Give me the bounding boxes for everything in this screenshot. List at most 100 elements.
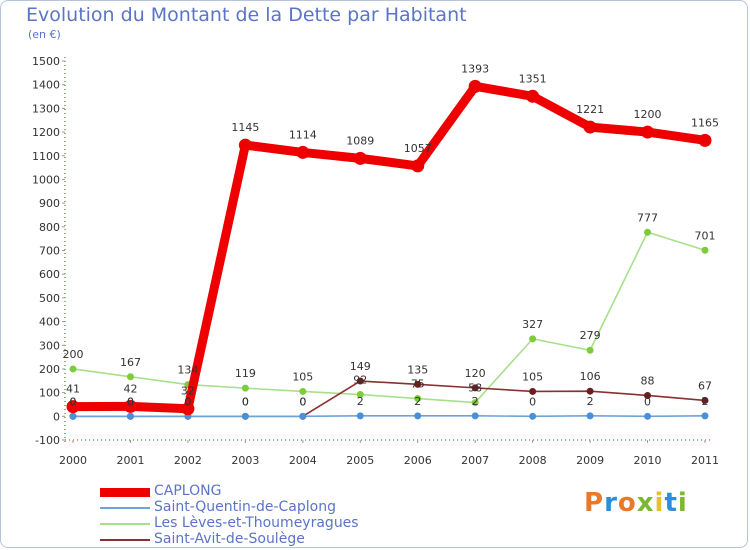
y-tick-label: 1500 bbox=[32, 55, 60, 68]
logo-letter: o bbox=[617, 488, 637, 518]
logo-letter: P bbox=[584, 488, 605, 518]
legend-swatch bbox=[100, 488, 150, 497]
logo-letter: i bbox=[677, 488, 688, 518]
y-tick-label: 500 bbox=[39, 292, 60, 305]
chart-title: Evolution du Montant de la Dette par Hab… bbox=[26, 4, 467, 26]
series-point-2 bbox=[241, 384, 249, 392]
data-label-series-1: 0 bbox=[127, 395, 134, 408]
series-point-1 bbox=[69, 412, 77, 420]
data-label-series-2: 167 bbox=[120, 356, 141, 369]
series-point-1 bbox=[414, 412, 422, 420]
data-label-series-0: 32 bbox=[181, 385, 195, 398]
proxiti-logo: Proxiti bbox=[584, 488, 688, 518]
y-tick-label: 200 bbox=[39, 363, 60, 376]
data-label-series-2: 75 bbox=[411, 378, 425, 391]
y-tick-label: 1300 bbox=[32, 102, 60, 115]
logo-letter: i bbox=[654, 488, 665, 518]
x-tick-label: 2005 bbox=[346, 454, 374, 467]
data-label-series-3: 149 bbox=[350, 360, 371, 373]
x-tick-label: 2000 bbox=[59, 454, 87, 467]
series-point-1 bbox=[356, 412, 364, 420]
series-point-0 bbox=[641, 125, 655, 139]
series-point-0 bbox=[698, 133, 712, 147]
data-label-series-0: 1089 bbox=[346, 134, 374, 147]
y-tick-label: 1000 bbox=[32, 173, 60, 186]
series-point-0 bbox=[238, 138, 252, 152]
data-label-series-3: 135 bbox=[407, 363, 428, 376]
y-tick-label: 1200 bbox=[32, 126, 60, 139]
y-tick-label: 900 bbox=[39, 197, 60, 210]
series-point-2 bbox=[586, 346, 594, 354]
series-point-3 bbox=[356, 377, 364, 385]
data-label-series-2: 119 bbox=[235, 367, 256, 380]
data-label-series-0: 1145 bbox=[231, 121, 259, 134]
data-label-series-2: 327 bbox=[522, 318, 543, 331]
data-label-series-1: 0 bbox=[644, 395, 651, 408]
series-point-3 bbox=[586, 387, 594, 395]
data-label-series-1: 0 bbox=[242, 395, 249, 408]
series-point-2 bbox=[126, 373, 134, 381]
legend-label: Saint-Avit-de-Soulège bbox=[154, 531, 305, 547]
y-tick-label: 400 bbox=[39, 316, 60, 329]
data-label-series-2: 200 bbox=[63, 348, 84, 361]
x-tick-label: 2008 bbox=[519, 454, 547, 467]
legend-swatch bbox=[100, 523, 150, 525]
legend-label: CAPLONG bbox=[154, 483, 222, 499]
series-point-1 bbox=[299, 412, 307, 420]
data-label-series-3: 0 bbox=[184, 395, 191, 408]
data-label-series-2: 105 bbox=[292, 370, 313, 383]
series-point-2 bbox=[701, 246, 709, 254]
data-label-series-3: 105 bbox=[522, 370, 543, 383]
data-label-series-0: 1165 bbox=[691, 116, 719, 129]
data-label-series-2: 701 bbox=[695, 229, 716, 242]
x-tick-label: 2004 bbox=[289, 454, 317, 467]
y-tick-label: 600 bbox=[39, 268, 60, 281]
logo-letter: x bbox=[636, 488, 655, 518]
data-label-series-1: 2 bbox=[357, 395, 364, 408]
series-point-0 bbox=[411, 159, 425, 173]
series-point-1 bbox=[471, 412, 479, 420]
data-label-series-3: 106 bbox=[580, 370, 601, 383]
series-point-1 bbox=[701, 412, 709, 420]
series-point-3 bbox=[471, 384, 479, 392]
legend-swatch bbox=[100, 507, 150, 509]
series-point-0 bbox=[468, 79, 482, 93]
chart-subtitle: (en €) bbox=[28, 28, 61, 41]
data-label-series-3: 67 bbox=[698, 379, 712, 392]
series-point-0 bbox=[123, 399, 137, 413]
data-label-series-3: 0 bbox=[242, 395, 249, 408]
series-point-2 bbox=[299, 387, 307, 395]
series-point-0 bbox=[181, 402, 195, 416]
x-tick-label: 2009 bbox=[576, 454, 604, 467]
series-point-2 bbox=[356, 391, 364, 399]
series-point-3 bbox=[529, 387, 537, 395]
y-tick-label: 300 bbox=[39, 339, 60, 352]
x-tick-label: 2006 bbox=[404, 454, 432, 467]
data-label-series-1: 0 bbox=[70, 395, 77, 408]
data-label-series-0: 1393 bbox=[461, 62, 489, 75]
data-label-series-0: 1351 bbox=[519, 72, 547, 85]
data-label-series-1: 0 bbox=[184, 395, 191, 408]
series-point-0 bbox=[353, 151, 367, 165]
x-tick-label: 2011 bbox=[691, 454, 719, 467]
series-point-0 bbox=[296, 145, 310, 159]
logo-letter: t bbox=[664, 488, 678, 518]
data-label-series-2: 777 bbox=[637, 211, 658, 224]
data-label-series-3: 120 bbox=[465, 367, 486, 380]
series-point-2 bbox=[471, 399, 479, 407]
y-tick-label: 700 bbox=[39, 245, 60, 258]
y-tick-label: 1100 bbox=[32, 150, 60, 163]
y-tick-label: 800 bbox=[39, 221, 60, 234]
series-point-1 bbox=[529, 412, 537, 420]
data-label-series-0: 42 bbox=[123, 382, 137, 395]
x-tick-label: 2010 bbox=[634, 454, 662, 467]
y-tick-label: 100 bbox=[39, 387, 60, 400]
data-label-series-0: 41 bbox=[66, 383, 80, 396]
series-point-2 bbox=[644, 228, 652, 236]
x-tick-label: 2001 bbox=[116, 454, 144, 467]
x-tick-label: 2002 bbox=[174, 454, 202, 467]
series-point-3 bbox=[414, 380, 422, 388]
data-label-series-2: 134 bbox=[177, 364, 198, 377]
